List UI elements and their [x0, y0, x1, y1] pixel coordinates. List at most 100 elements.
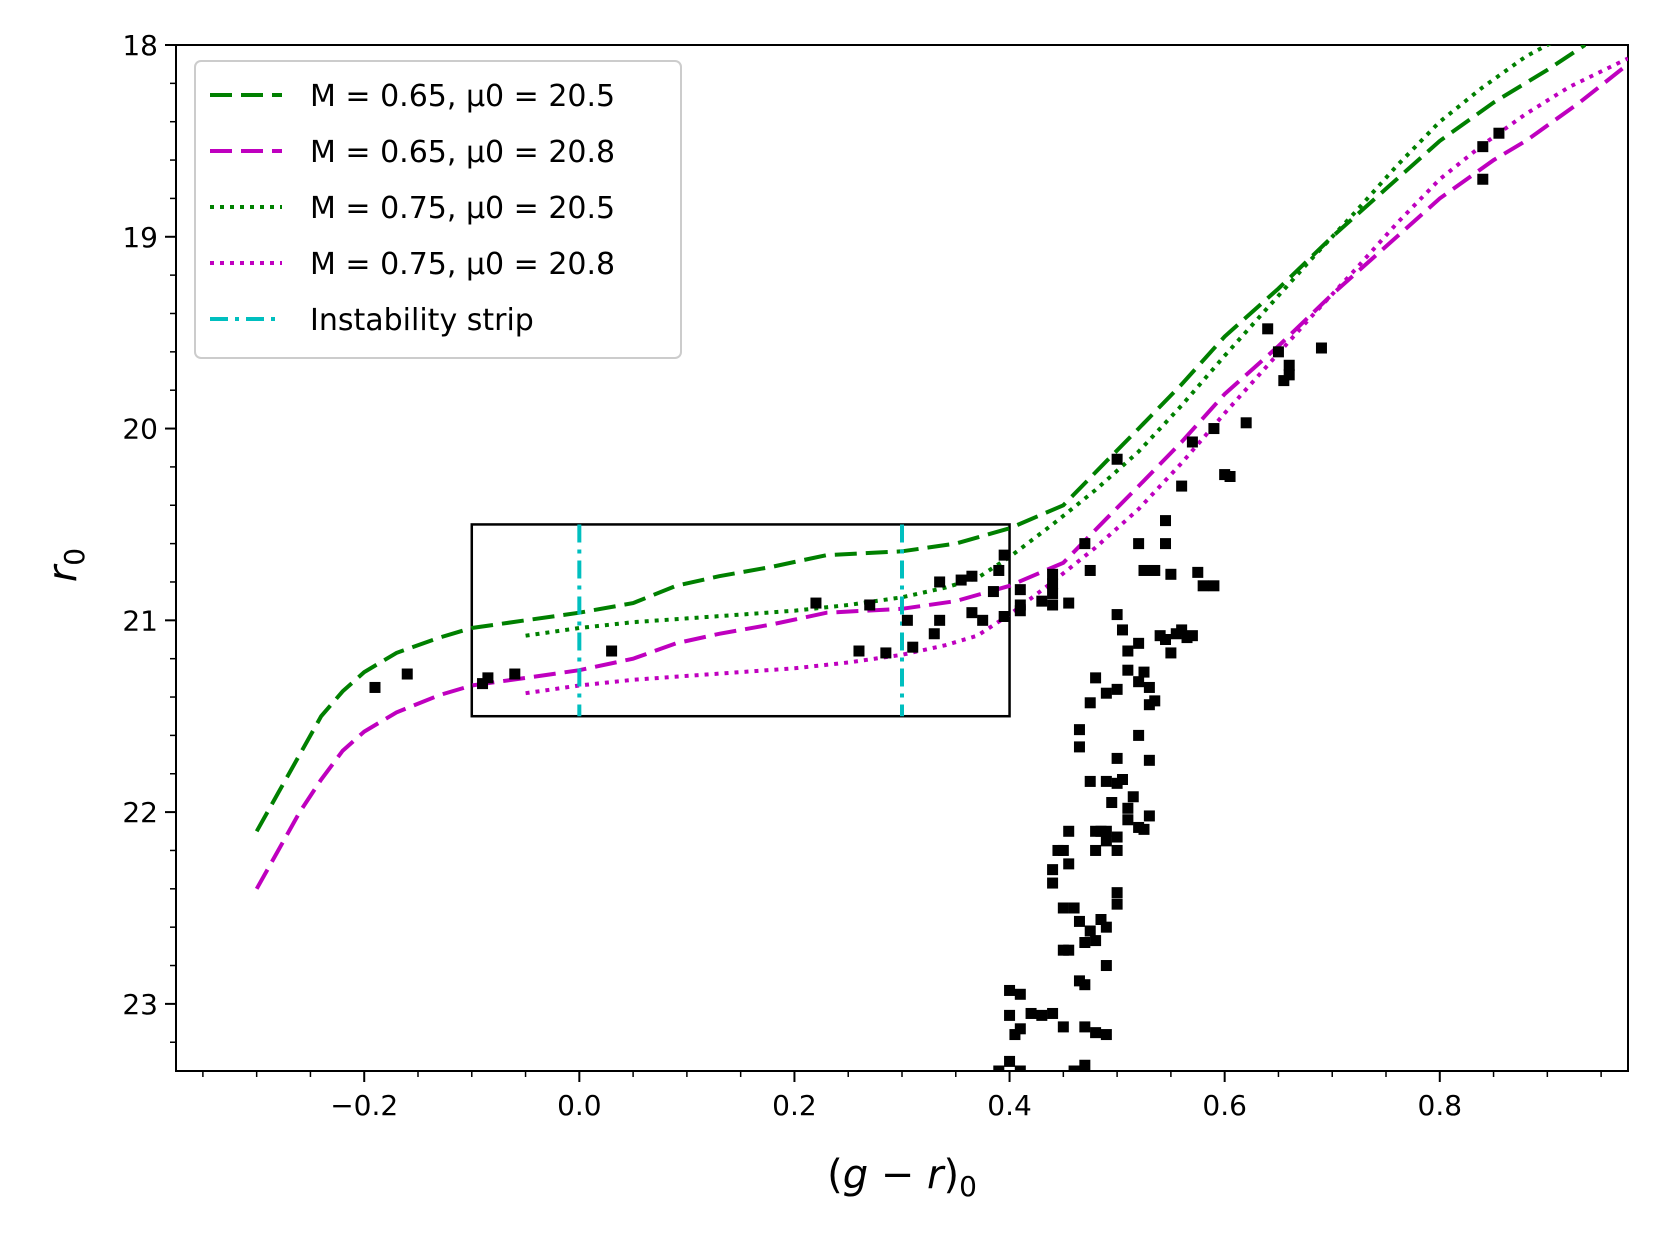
- legend-label: M = 0.75, μ0 = 20.8: [310, 247, 615, 282]
- data-point: [1186, 630, 1198, 642]
- data-point: [1133, 538, 1145, 550]
- x-tick-label: 0.6: [1202, 1089, 1247, 1122]
- x-tick-label: 0.8: [1418, 1089, 1463, 1122]
- data-point: [1111, 898, 1123, 910]
- data-point: [1063, 858, 1075, 870]
- data-point: [1127, 791, 1139, 803]
- data-point: [1014, 1065, 1026, 1071]
- data-point: [1004, 984, 1016, 996]
- data-point: [477, 678, 489, 690]
- data-point: [966, 607, 978, 619]
- data-point: [1014, 584, 1026, 596]
- data-point: [1143, 810, 1155, 822]
- data-point: [1100, 825, 1112, 837]
- data-point: [1079, 1021, 1091, 1033]
- data-point: [1047, 877, 1059, 889]
- y-tick-label: 18: [122, 29, 158, 62]
- legend-label: Instability strip: [310, 303, 534, 338]
- data-point: [1025, 1007, 1037, 1019]
- data-point: [1090, 825, 1102, 837]
- data-point: [1208, 423, 1220, 435]
- data-point: [369, 681, 381, 693]
- data-point: [1084, 564, 1096, 576]
- data-point: [1272, 346, 1284, 358]
- data-point: [1111, 844, 1123, 856]
- data-point: [1160, 515, 1172, 527]
- data-point: [928, 628, 940, 640]
- data-point: [1100, 775, 1112, 787]
- data-point: [901, 614, 913, 626]
- data-point: [606, 645, 618, 657]
- data-point: [1111, 609, 1123, 621]
- data-point: [880, 647, 892, 659]
- data-point: [1100, 687, 1112, 699]
- data-point: [1004, 1055, 1016, 1067]
- data-point: [1477, 141, 1489, 153]
- data-point: [1084, 697, 1096, 709]
- data-point: [1047, 864, 1059, 876]
- y-tick-label: 22: [122, 796, 158, 829]
- data-point: [1111, 453, 1123, 465]
- data-point: [1047, 587, 1059, 599]
- data-point: [1138, 823, 1150, 835]
- data-point: [1278, 375, 1290, 387]
- data-point: [1116, 774, 1128, 786]
- data-point: [1047, 1007, 1059, 1019]
- data-point: [1009, 1029, 1021, 1041]
- y-axis-label: r0: [40, 548, 91, 582]
- data-point: [1095, 913, 1107, 925]
- data-point: [1036, 1009, 1048, 1021]
- data-point: [1208, 580, 1220, 592]
- x-tick-label: −0.2: [330, 1089, 398, 1122]
- data-point: [998, 610, 1010, 622]
- data-point: [1100, 921, 1112, 933]
- data-point: [1063, 825, 1075, 837]
- data-point: [1014, 605, 1026, 617]
- data-point: [1106, 797, 1118, 809]
- x-tick-label: 0.0: [557, 1089, 602, 1122]
- data-point: [1100, 1029, 1112, 1041]
- data-point: [1073, 724, 1085, 736]
- data-point: [1149, 564, 1161, 576]
- series-line: [254, 62, 1628, 890]
- legend-label: M = 0.75, μ0 = 20.5: [310, 191, 615, 226]
- data-point: [1122, 802, 1134, 814]
- data-point: [1111, 683, 1123, 695]
- data-point: [934, 614, 946, 626]
- data-point: [934, 576, 946, 588]
- data-point: [993, 564, 1005, 576]
- data-point: [1100, 960, 1112, 972]
- data-point: [1111, 831, 1123, 843]
- data-point: [1084, 925, 1096, 937]
- data-point: [966, 570, 978, 582]
- data-point: [1047, 578, 1059, 590]
- y-tick-label: 19: [122, 221, 158, 254]
- data-point: [1176, 480, 1188, 492]
- data-point: [1143, 754, 1155, 766]
- data-point: [1052, 844, 1064, 856]
- data-point: [1160, 634, 1172, 646]
- data-point: [1493, 127, 1505, 139]
- data-point: [1057, 902, 1069, 914]
- data-point: [1014, 599, 1026, 611]
- data-point: [1079, 979, 1091, 991]
- data-point: [1068, 902, 1080, 914]
- data-point: [1079, 1059, 1091, 1071]
- data-point: [1090, 1027, 1102, 1039]
- x-axis-label: (g − r)0: [827, 1152, 977, 1203]
- data-point: [1063, 597, 1075, 609]
- data-point: [1197, 580, 1209, 592]
- data-point: [1122, 645, 1134, 657]
- data-point: [1090, 844, 1102, 856]
- data-point: [1047, 599, 1059, 611]
- data-point: [1165, 647, 1177, 659]
- data-point: [1133, 729, 1145, 741]
- legend: M = 0.65, μ0 = 20.5 M = 0.65, μ0 = 20.8 M …: [194, 60, 682, 359]
- data-point: [1122, 664, 1134, 676]
- data-point: [1116, 624, 1128, 636]
- data-point: [1068, 1065, 1080, 1071]
- data-point: [1143, 681, 1155, 693]
- data-point: [1057, 1021, 1069, 1033]
- data-point: [1315, 342, 1327, 354]
